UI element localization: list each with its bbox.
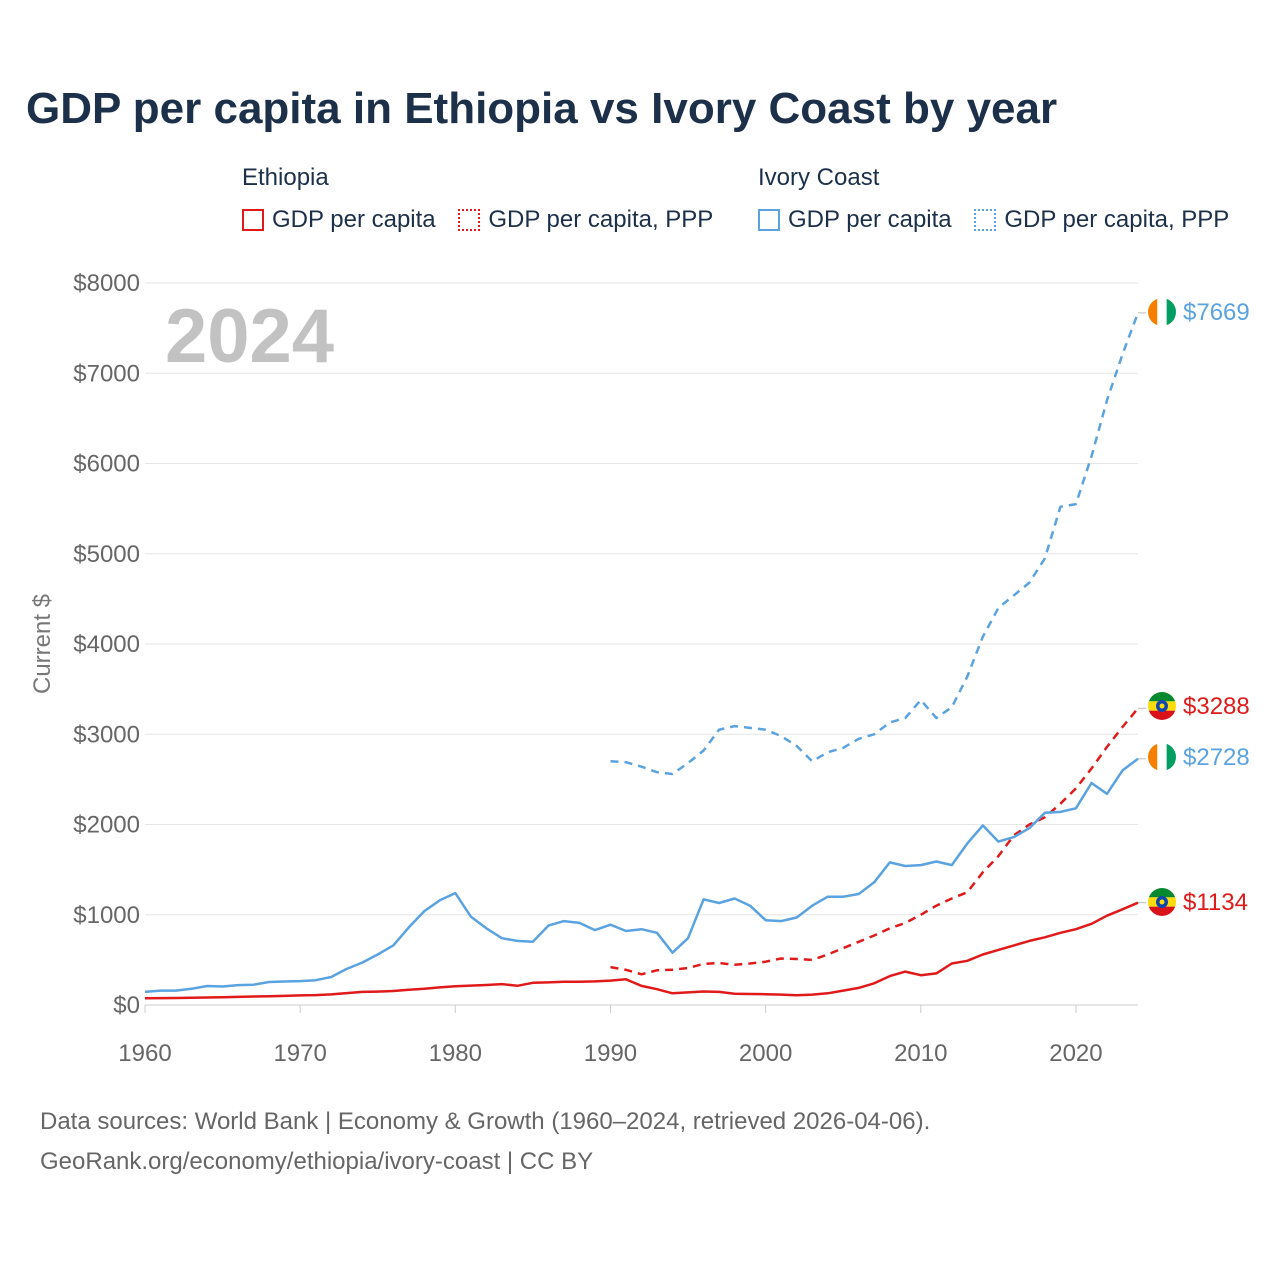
flag-icon-ivory-coast [1148,298,1176,326]
y-tick-label: $2000 [73,812,140,839]
legend-item-ethiopia-gdp-ppp[interactable]: GDP per capita, PPP [458,206,713,234]
x-tick-label: 2010 [894,1040,947,1067]
y-tick-label: $1000 [73,902,140,929]
legend-group-ethiopia: Ethiopia GDP per capita GDP per capita, … [242,164,729,238]
series-line-ethiopia-gdp-per-capita [144,901,1139,1000]
y-tick-label: $3000 [73,721,140,748]
legend-group-title: Ethiopia [242,164,329,191]
legend-swatch-dotted [974,209,997,231]
x-tick-label: 2000 [739,1040,792,1067]
legend-group-ivory-coast: Ivory Coast GDP per capita GDP per capit… [758,164,1245,238]
footer-attribution: GeoRank.org/economy/ethiopia/ivory-coast… [40,1148,594,1175]
footer-sources: Data sources: World Bank | Economy & Gro… [40,1108,931,1135]
year-watermark: 2024 [165,294,334,379]
end-label-ivory-coast-gdp: $2728 [1183,744,1250,771]
line-chart: $0 $1000 $2000 $3000 $4000 $5000 $6000 $7000 $80… [29,270,1250,1067]
y-axis-label: Current $ [29,594,56,694]
end-label-ivory-coast-gdp-ppp: $7669 [1183,299,1250,326]
flag-icon-ethiopia [1148,692,1176,720]
legend-item-ethiopia-gdp[interactable]: GDP per capita [242,206,436,234]
x-tick-label: 1960 [118,1040,171,1067]
flag-icon-ivory-coast [1148,743,1176,771]
series-line-ivory-coast-gdp-per-capita [144,757,1139,994]
flag-icon-ethiopia [1148,888,1176,916]
legend-group-title: Ivory Coast [758,164,880,191]
x-tick-label: 2020 [1049,1040,1102,1067]
series-line-ivory-coast-gdp-per-capita-ppp [610,312,1140,776]
y-tick-label: $4000 [73,631,140,658]
end-label-ethiopia-gdp: $1134 [1183,889,1248,916]
x-tick-label: 1990 [584,1040,637,1067]
y-tick-label: $0 [113,992,140,1019]
x-tick-label: 1980 [429,1040,482,1067]
legend-swatch-solid [758,209,780,231]
legend-item-label: GDP per capita [788,206,952,233]
y-tick-label: $8000 [73,270,140,297]
legend-item-label: GDP per capita, PPP [1004,206,1230,233]
y-tick-label: $6000 [73,451,140,478]
legend-swatch-dotted [458,209,481,231]
y-tick-label: $5000 [73,541,140,568]
legend-swatch-solid [242,209,264,231]
legend-item-label: GDP per capita, PPP [488,206,714,233]
legend-item-ivory-coast-gdp-ppp[interactable]: GDP per capita, PPP [974,206,1229,234]
chart-title: GDP per capita in Ethiopia vs Ivory Coas… [26,84,1058,133]
y-tick-label: $7000 [73,360,140,387]
legend-item-label: GDP per capita [272,206,436,233]
x-tick-label: 1970 [273,1040,326,1067]
end-label-ethiopia-gdp-ppp: $3288 [1183,693,1250,720]
legend-item-ivory-coast-gdp[interactable]: GDP per capita [758,206,952,234]
